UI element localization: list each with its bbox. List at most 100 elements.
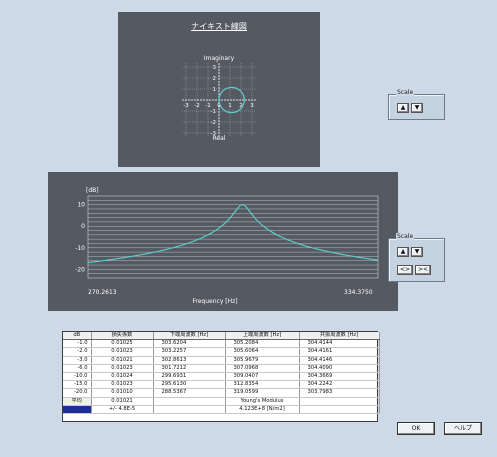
empty-cell <box>299 405 380 415</box>
empty-cell <box>153 397 226 406</box>
cell-db: -3.0 <box>63 356 92 365</box>
scale-label: Scale <box>396 233 415 240</box>
x-max-label: 334.3750 <box>344 289 373 296</box>
imaginary-axis-label: Imaginary <box>204 55 235 62</box>
youngs-modulus-value: 4.123E+8 [N/m2] <box>225 405 300 415</box>
spectrum-plot: [dB] 10 0 -10 -20 270.2613 334.3750 Frequen… <box>48 172 398 311</box>
header-resonance-frequency: 共振周波数 [Hz] <box>299 332 380 341</box>
cell-upper-frequency: 305.2084 <box>225 339 300 349</box>
cell-lower-frequency: 299.6931 <box>153 372 226 382</box>
table-row: -20.0 0.01010 288.5367 319.0599 303.7983 <box>63 388 380 398</box>
cell-upper-frequency: 305.9679 <box>225 356 300 365</box>
table-row: -6.0 0.01023 301.7212 307.0968 304.4090 <box>63 364 380 374</box>
x-tick-label: -2 <box>194 103 199 109</box>
empty-cell <box>299 397 380 406</box>
y-tick-label: -20 <box>75 266 85 273</box>
expand-button[interactable]: <> <box>397 265 413 275</box>
table-row: -15.0 0.01023 295.6130 312.8354 304.2242 <box>63 380 380 390</box>
scale-down-button[interactable]: ▼ <box>411 103 423 113</box>
y-tick-label: 2 <box>213 76 217 82</box>
header-loss-factor: 損失係数 <box>91 332 154 341</box>
y-tick-label: 10 <box>77 202 85 209</box>
scale-down-button[interactable]: ▼ <box>411 247 423 257</box>
x-tick-label: 3 <box>250 103 254 109</box>
y-axis-unit: [dB] <box>86 187 99 194</box>
cell-resonance-frequency: 304.4144 <box>299 339 380 349</box>
cell-resonance-frequency: 304.3669 <box>299 372 380 382</box>
nyquist-scale-group: Scale ▲ ▼ <box>388 89 445 120</box>
cell-db: -1.0 <box>63 339 92 349</box>
table-row: -3.0 0.01021 302.8613 305.9679 304.4146 <box>63 356 380 365</box>
empty-cell <box>153 405 226 415</box>
cell-loss-factor: 0.01010 <box>91 388 154 398</box>
cell-db: -10.0 <box>63 372 92 382</box>
cell-resonance-frequency: 304.4090 <box>299 364 380 374</box>
loss-factor-deviation: +/- 4.8E-5 <box>91 405 154 415</box>
table-row: -1.0 0.01025 303.6204 305.2084 304.4144 <box>63 339 380 349</box>
average-row: 平均 0.01021 Young's Modulus <box>63 397 380 406</box>
nyquist-plot: ナイキスト線図 Imaginary -3 -2 -1 0 1 2 3 3 2 1 -1 -2 -3 Re… <box>118 12 320 167</box>
x-tick-label: 0 <box>217 103 221 109</box>
cell-loss-factor: 0.01023 <box>91 364 154 374</box>
cell-db: -15.0 <box>63 380 92 390</box>
average-loss-factor: 0.01021 <box>91 397 154 406</box>
x-tick-label: 1 <box>228 103 232 109</box>
x-axis-label: Frequency [Hz] <box>192 298 237 305</box>
cell-upper-frequency: 305.6064 <box>225 347 300 357</box>
x-tick-label: -1 <box>205 103 210 109</box>
deviation-row: +/- 4.8E-5 4.123E+8 [N/m2] <box>63 405 380 415</box>
table-row: -2.0 0.01023 303.2257 305.6064 304.4161 <box>63 347 380 357</box>
table-row: -10.0 0.01024 299.6931 309.0407 304.3669 <box>63 372 380 382</box>
cell-loss-factor: 0.01021 <box>91 356 154 365</box>
shrink-button[interactable]: >< <box>415 265 431 275</box>
cell-resonance-frequency: 304.4146 <box>299 356 380 365</box>
cell-upper-frequency: 312.8354 <box>225 380 300 390</box>
cell-resonance-frequency: 304.2242 <box>299 380 380 390</box>
table-header-row: dB 損失係数 下端周波数 [Hz] 上端周波数 [Hz] 共振周波数 [Hz] <box>63 332 380 341</box>
y-tick-label: -1 <box>211 109 216 115</box>
cell-upper-frequency: 307.0968 <box>225 364 300 374</box>
cell-resonance-frequency: 303.7983 <box>299 388 380 398</box>
selected-cell[interactable] <box>63 405 92 415</box>
cell-lower-frequency: 302.8613 <box>153 356 226 365</box>
y-tick-label: 3 <box>213 65 217 71</box>
y-tick-label: 0 <box>81 223 85 230</box>
real-axis-label: Real <box>213 135 226 142</box>
y-tick-label: -2 <box>211 120 216 126</box>
cell-loss-factor: 0.01024 <box>91 372 154 382</box>
spectrum-y-ticks: 10 0 -10 -20 <box>75 202 85 274</box>
x-min-label: 270.2613 <box>88 289 117 296</box>
nyquist-title: ナイキスト線図 <box>191 22 247 31</box>
header-upper-frequency: 上端周波数 [Hz] <box>225 332 300 341</box>
x-tick-label: 2 <box>239 103 243 109</box>
results-table: dB 損失係数 下端周波数 [Hz] 上端周波数 [Hz] 共振周波数 [Hz]… <box>62 331 380 422</box>
scale-up-button[interactable]: ▲ <box>397 247 409 257</box>
cell-loss-factor: 0.01025 <box>91 339 154 349</box>
nyquist-curve <box>218 86 245 114</box>
cell-lower-frequency: 288.5367 <box>153 388 226 398</box>
spectrum-grid <box>87 195 379 279</box>
cell-db: -20.0 <box>63 388 92 398</box>
cell-loss-factor: 0.01023 <box>91 347 154 357</box>
cell-resonance-frequency: 304.4161 <box>299 347 380 357</box>
help-button[interactable]: ヘルプ <box>444 422 482 435</box>
cell-lower-frequency: 301.7212 <box>153 364 226 374</box>
scale-up-button[interactable]: ▲ <box>397 103 409 113</box>
spectrum-scale-group: Scale ▲ ▼ <> >< <box>388 233 445 282</box>
cell-loss-factor: 0.01023 <box>91 380 154 390</box>
header-db: dB <box>63 332 92 341</box>
youngs-modulus-label: Young's Modulus <box>225 397 300 406</box>
cell-upper-frequency: 309.0407 <box>225 372 300 382</box>
ok-button[interactable]: OK <box>397 422 435 435</box>
average-label: 平均 <box>63 397 92 406</box>
header-lower-frequency: 下端周波数 [Hz] <box>153 332 226 341</box>
scale-label: Scale <box>396 89 415 96</box>
x-tick-label: -3 <box>183 103 189 109</box>
y-tick-label: -3 <box>211 131 217 137</box>
cell-db: -6.0 <box>63 364 92 374</box>
cell-lower-frequency: 303.2257 <box>153 347 226 357</box>
cell-lower-frequency: 295.6130 <box>153 380 226 390</box>
spectrum-curve <box>87 204 379 264</box>
